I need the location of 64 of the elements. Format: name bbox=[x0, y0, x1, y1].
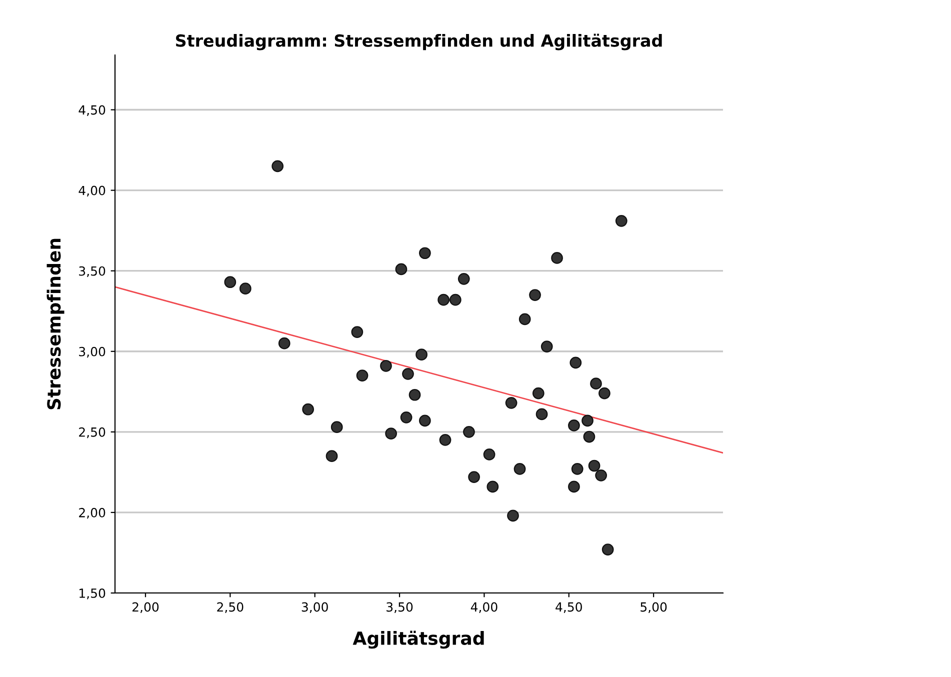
point bbox=[602, 544, 614, 556]
point bbox=[302, 403, 314, 416]
point bbox=[351, 326, 364, 338]
point bbox=[486, 480, 499, 493]
x-tick-label: 5,00 bbox=[640, 602, 667, 613]
point bbox=[507, 510, 519, 522]
point bbox=[532, 387, 544, 400]
point bbox=[458, 272, 470, 285]
point bbox=[568, 480, 580, 493]
point bbox=[582, 414, 594, 427]
point bbox=[590, 378, 602, 390]
x-axis-title: Agilitätsgrad bbox=[352, 630, 484, 649]
point bbox=[540, 340, 553, 352]
point bbox=[418, 247, 431, 260]
x-tick-label: 2,50 bbox=[217, 602, 244, 613]
point bbox=[330, 421, 343, 434]
point bbox=[518, 313, 531, 326]
y-tick-label: 3,50 bbox=[79, 266, 106, 278]
x-tick-label: 3,00 bbox=[302, 602, 328, 613]
point bbox=[400, 411, 412, 424]
point bbox=[416, 348, 428, 361]
point bbox=[326, 450, 338, 462]
y-axis-title: Stressempfinden bbox=[46, 238, 64, 410]
point bbox=[408, 388, 421, 401]
point bbox=[356, 370, 368, 382]
point bbox=[514, 463, 526, 475]
point bbox=[615, 214, 628, 227]
x-tick-label: 2,00 bbox=[132, 602, 159, 613]
y-tick-label: 1,50 bbox=[80, 588, 106, 600]
y-tick-label: 3,00 bbox=[79, 346, 106, 358]
point bbox=[505, 396, 518, 409]
y-tick-label: 2,00 bbox=[79, 508, 106, 519]
point bbox=[402, 368, 414, 380]
chart-title: Streudiagramm: Stressempfinden und Agilitätsgrad bbox=[176, 34, 662, 50]
point bbox=[595, 469, 607, 482]
point bbox=[570, 356, 582, 369]
point bbox=[439, 434, 452, 446]
y-tick-label: 2,50 bbox=[79, 427, 106, 438]
point bbox=[483, 448, 496, 460]
point bbox=[385, 428, 397, 440]
point bbox=[272, 160, 284, 172]
point bbox=[239, 282, 252, 294]
point bbox=[380, 360, 392, 372]
point bbox=[468, 471, 480, 483]
point bbox=[551, 252, 563, 264]
point bbox=[449, 294, 462, 306]
point bbox=[536, 408, 548, 420]
point bbox=[463, 426, 475, 438]
point bbox=[395, 263, 408, 276]
y-tick-label: 4,50 bbox=[78, 105, 106, 116]
point bbox=[588, 460, 600, 472]
point bbox=[529, 289, 541, 301]
point bbox=[598, 387, 610, 400]
x-tick-label: 3,50 bbox=[386, 602, 413, 613]
point bbox=[278, 337, 290, 350]
point bbox=[224, 276, 236, 288]
x-tick-label: 4,00 bbox=[470, 602, 498, 613]
point bbox=[583, 430, 596, 443]
point bbox=[571, 463, 584, 475]
x-tick-label: 4,50 bbox=[556, 602, 582, 613]
point bbox=[568, 420, 580, 432]
y-tick-label: 4,00 bbox=[78, 186, 106, 197]
point bbox=[438, 294, 450, 306]
point bbox=[418, 414, 431, 427]
